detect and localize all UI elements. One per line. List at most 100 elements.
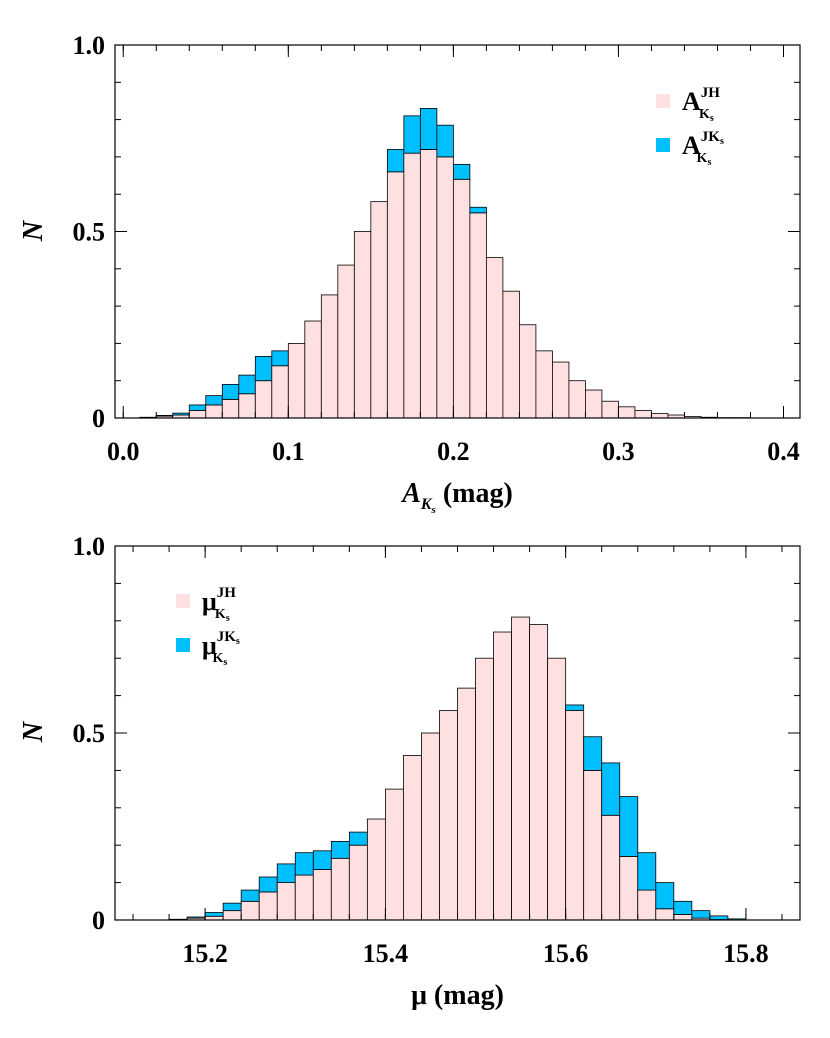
bar-jh <box>205 404 223 419</box>
legend-sup: JK <box>701 129 721 145</box>
bar-jh <box>518 324 537 419</box>
legend-swatch <box>656 94 670 108</box>
x-axis-title: AKs (mag) <box>400 478 513 516</box>
legend-sup-sub: s <box>236 636 240 647</box>
bar-jks <box>254 356 273 382</box>
bar-jks <box>258 876 278 893</box>
bar-jks <box>276 863 296 884</box>
bar-jks <box>673 900 693 915</box>
legend-subsub: s <box>223 657 227 668</box>
bar-jh <box>585 389 603 419</box>
bar-jks <box>238 374 256 395</box>
legend-swatch <box>176 594 190 608</box>
bar-jks <box>419 108 438 150</box>
y-tick-label: 0.5 <box>73 719 106 748</box>
bar-jks <box>436 124 454 158</box>
x-axis-title-sub: K <box>420 496 433 513</box>
x-tick-label: 15.2 <box>182 939 228 968</box>
legend-sup: JH <box>217 585 237 601</box>
bar-jks <box>619 796 639 857</box>
y-tick-label: 1.0 <box>73 31 106 60</box>
bar-jh <box>188 410 207 419</box>
bar-jh <box>511 616 531 921</box>
bar-jh <box>452 178 471 419</box>
histogram-distance-modulus: 15.2 15.4 15.6 15.800.51.0Nμ (mag)μJH KsμJKs… <box>18 532 801 1011</box>
legend-sup-sub: s <box>720 136 724 147</box>
bar-jh <box>258 891 278 921</box>
bar-jh <box>240 900 260 921</box>
x-tick-label: 0.2 <box>437 437 470 466</box>
y-tick-label: 0 <box>92 404 105 433</box>
y-tick-label: 0.5 <box>73 218 106 247</box>
bar-jh <box>320 294 339 419</box>
bar-jks <box>637 852 657 891</box>
legend-symbol: A <box>682 87 701 116</box>
bar-jks <box>709 915 729 921</box>
bar-jks <box>240 889 260 902</box>
legend-subsub: s <box>707 157 711 168</box>
bar-jks <box>271 350 289 367</box>
bar-jh <box>403 755 422 921</box>
bar-jh <box>222 910 242 921</box>
bar-jh <box>637 889 657 921</box>
bar-jks <box>583 736 603 771</box>
legend-label: μJKs Ks <box>202 629 240 668</box>
bar-jh <box>475 657 494 921</box>
y-tick-label: 1.0 <box>73 532 106 561</box>
bar-jks <box>186 916 206 919</box>
bar-jh <box>419 149 438 419</box>
bar-jh <box>619 856 639 921</box>
bar-jh <box>436 156 454 419</box>
bar-jh <box>312 869 332 921</box>
legend-swatch <box>656 138 670 152</box>
bar-jks <box>452 163 471 180</box>
legend-symbol: μ <box>202 587 217 616</box>
x-tick-label: 15.6 <box>543 939 589 968</box>
bar-jh <box>547 657 567 921</box>
bar-jh <box>485 257 504 419</box>
legend-sup: JH <box>701 85 721 101</box>
bar-jh <box>348 844 368 921</box>
legend-symbol: A <box>682 131 701 160</box>
bar-jks <box>601 762 621 816</box>
legend-swatch <box>176 638 190 652</box>
y-axis-title: N <box>18 219 49 242</box>
x-tick-label: 0.0 <box>107 437 140 466</box>
bar-jh <box>254 380 273 419</box>
x-axis-title-symbol: A <box>400 478 421 509</box>
bar-jh <box>673 913 693 921</box>
legend-label: AJKs Ks <box>682 129 724 168</box>
bar-jh <box>370 201 388 419</box>
x-axis-title: μ (mag) <box>411 980 504 1011</box>
bar-jh <box>601 814 621 921</box>
bar-jh <box>493 631 512 921</box>
bar-jh <box>287 342 306 419</box>
bar-jh <box>634 410 652 419</box>
bar-jh <box>583 770 603 921</box>
bar-jks <box>172 412 190 416</box>
x-tick-label: 15.4 <box>363 939 409 968</box>
bar-jks <box>188 404 207 411</box>
y-axis-title: N <box>18 720 49 743</box>
bar-jh <box>529 624 549 921</box>
y-tick-label: 0 <box>92 906 105 935</box>
legend-symbol: μ <box>202 631 217 660</box>
bar-jks <box>565 704 585 711</box>
x-tick-label: 0.3 <box>602 437 635 466</box>
bar-jks <box>469 206 487 214</box>
bar-jks <box>330 841 350 859</box>
bar-jh <box>469 212 487 419</box>
bar-jh <box>502 290 520 419</box>
legend-sub: K <box>699 107 710 122</box>
bar-jks <box>222 902 242 912</box>
bar-jh <box>276 882 296 921</box>
legend-subsub: s <box>226 613 230 624</box>
bar-jks <box>655 882 675 910</box>
bar-jh <box>386 171 405 419</box>
bar-jh <box>337 264 355 419</box>
bar-jh <box>651 413 669 419</box>
bar-jh <box>601 400 619 419</box>
legend-sub: K <box>213 651 224 666</box>
x-axis-title-unit: (mag) <box>436 478 513 509</box>
